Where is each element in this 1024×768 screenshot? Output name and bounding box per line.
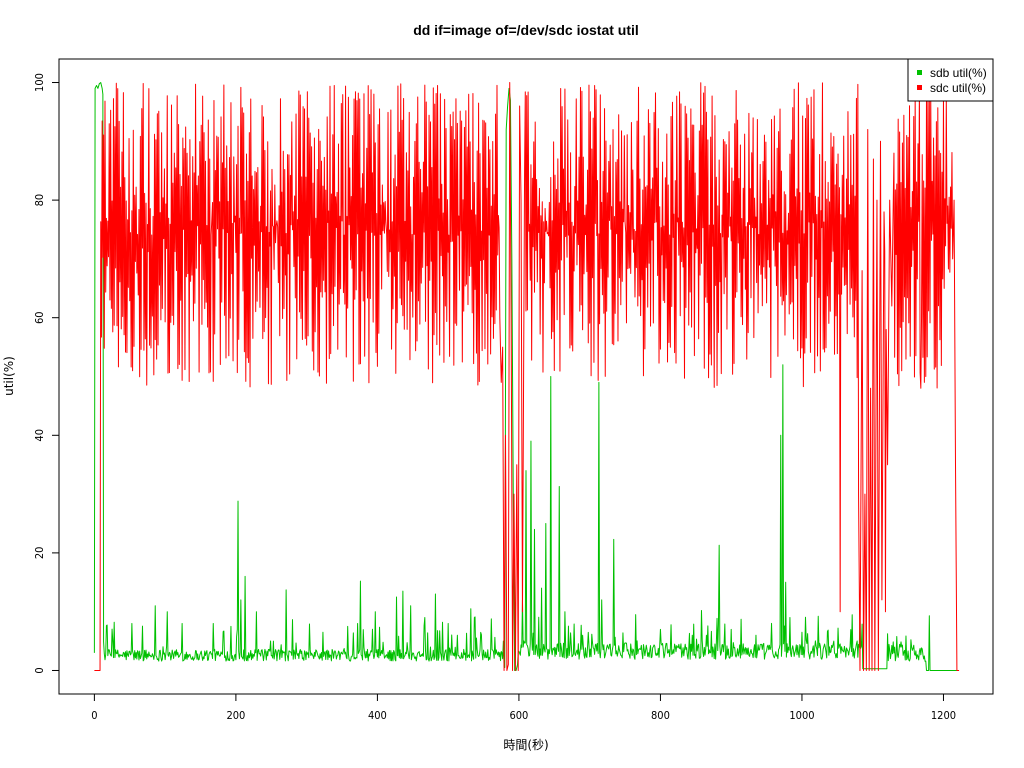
x-axis-label: 時間(秒) [503,738,548,752]
x-tick-label: 600 [509,709,528,722]
legend-box [907,58,994,102]
x-axis: 0 200 400 600 800 1000 1200 [91,693,956,722]
y-axis: 0 20 40 60 80 100 [33,73,60,674]
series-line-sdb [93,82,960,671]
x-tick-label: 200 [226,709,245,722]
y-tick-label: 100 [33,73,46,92]
legend-swatch-sdb [917,70,922,75]
legend-swatch-sdc [917,85,922,90]
x-tick-label: 0 [91,709,97,722]
legend: sdb util(%) sdc util(%) [907,58,994,102]
y-tick-label: 60 [33,311,46,324]
y-tick-label: 80 [33,194,46,207]
x-tick-label: 1200 [931,709,956,722]
x-tick-label: 800 [651,709,670,722]
series-layer [93,82,960,671]
chart-title: dd if=image of=/dev/sdc iostat util [413,22,639,38]
legend-label-sdc: sdc util(%) [930,81,986,95]
y-axis-label: util(%) [2,356,16,396]
series-line-sdc [94,82,960,671]
y-tick-label: 0 [33,667,46,673]
x-tick-label: 1000 [789,709,814,722]
legend-label-sdb: sdb util(%) [930,66,987,80]
y-tick-label: 40 [33,429,46,442]
x-tick-label: 400 [368,709,387,722]
plot-frame [58,58,994,695]
y-tick-label: 20 [33,547,46,560]
